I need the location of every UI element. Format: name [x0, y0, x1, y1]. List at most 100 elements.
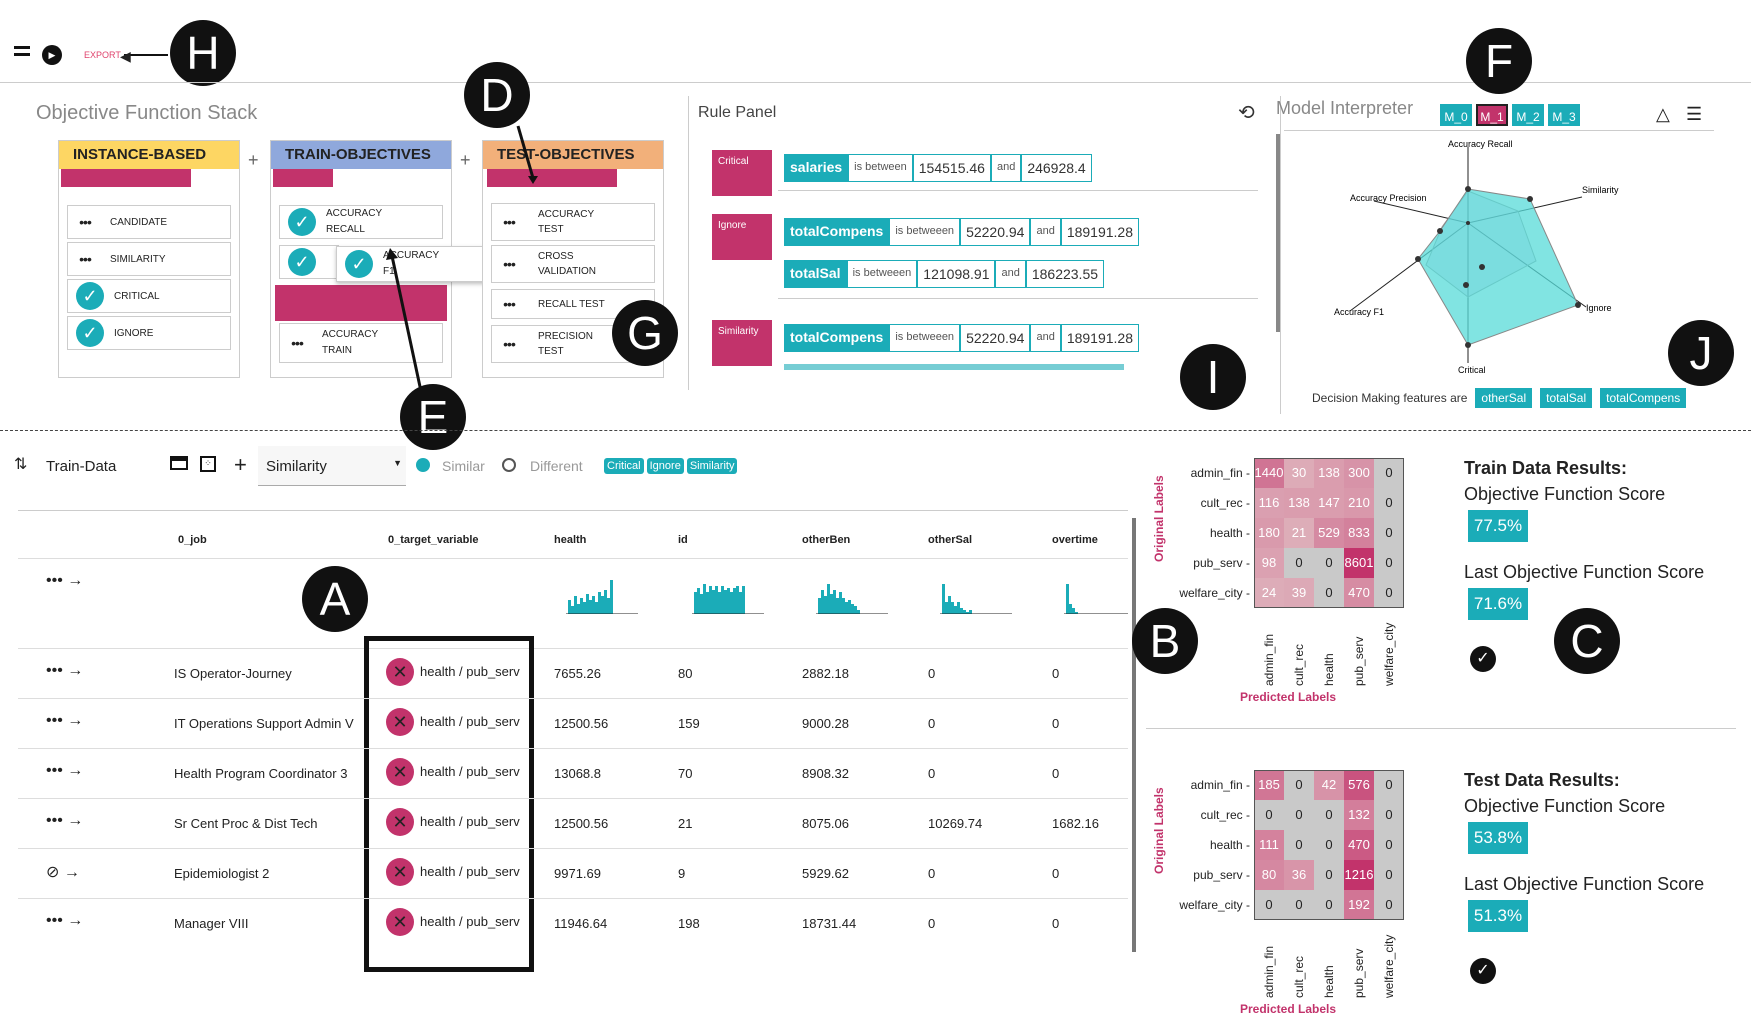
check-icon[interactable]: ✓ — [76, 282, 104, 310]
drag-handle-icon[interactable]: ••• — [503, 214, 516, 230]
drag-handle-icon[interactable]: ••• — [503, 256, 516, 272]
cm-cell[interactable]: 21 — [1284, 518, 1314, 548]
objective-accuracy-recall[interactable]: ✓ ACCURACY RECALL — [279, 205, 443, 239]
list-icon[interactable]: ☰ — [1686, 104, 1703, 124]
rule-row[interactable]: totalSal is betweeen 121098.91 and 18622… — [784, 260, 1105, 288]
cm-cell[interactable]: 138 — [1284, 488, 1314, 518]
feature-tag[interactable]: totalSal — [1540, 388, 1593, 408]
cm-cell[interactable]: 210 — [1344, 488, 1374, 518]
objective-cross-validation[interactable]: ••• CROSS VALIDATION — [491, 245, 655, 283]
rule-feature[interactable]: salaries — [784, 154, 849, 182]
row-actions[interactable]: ••• → — [46, 812, 84, 829]
cm-cell[interactable]: 111 — [1254, 830, 1284, 860]
check-icon[interactable]: ✓ — [288, 248, 316, 276]
add-icon[interactable]: + — [234, 452, 247, 477]
sort-icon[interactable]: ⇅ — [14, 456, 28, 473]
check-icon[interactable]: ✓ — [76, 319, 104, 347]
column-header-othersal[interactable]: otherSal — [928, 534, 973, 546]
check-icon[interactable]: ✓ — [288, 208, 316, 236]
cm-cell[interactable]: 185 — [1254, 770, 1284, 800]
radio-similar[interactable] — [416, 458, 430, 472]
cm-cell[interactable]: 833 — [1344, 518, 1374, 548]
rule-op[interactable]: is betweeen — [846, 260, 918, 288]
column-header-otherben[interactable]: otherBen — [802, 534, 851, 546]
feature-tag[interactable]: totalCompens — [1600, 388, 1687, 408]
radio-different[interactable] — [502, 458, 516, 472]
cm-cell[interactable]: 0 — [1374, 548, 1404, 578]
dataset-label[interactable]: Train-Data — [46, 458, 117, 475]
model-tab-m0[interactable]: M_0 — [1440, 104, 1472, 126]
cm-cell[interactable]: 470 — [1344, 578, 1374, 608]
cm-cell[interactable]: 98 — [1254, 548, 1284, 578]
cm-cell[interactable]: 0 — [1374, 770, 1404, 800]
cm-cell[interactable]: 0 — [1284, 548, 1314, 578]
objective-similarity[interactable]: ••• SIMILARITY — [67, 242, 231, 276]
cm-cell[interactable]: 0 — [1314, 578, 1344, 608]
cm-cell[interactable]: 300 — [1344, 458, 1374, 488]
column-header-overtime[interactable]: overtime — [1052, 534, 1098, 546]
cm-cell[interactable]: 0 — [1284, 830, 1314, 860]
objective-ignore[interactable]: ✓ IGNORE — [67, 316, 231, 350]
model-tab-m3[interactable]: M_3 — [1548, 104, 1580, 126]
cm-cell[interactable]: 0 — [1254, 800, 1284, 830]
cm-cell[interactable]: 0 — [1374, 518, 1404, 548]
triangle-icon[interactable]: △ — [1656, 104, 1670, 124]
column-header-id[interactable]: id — [678, 534, 688, 546]
cm-cell[interactable]: 180 — [1254, 518, 1284, 548]
row-actions[interactable]: ••• → — [46, 912, 84, 929]
rule-op[interactable]: is between — [848, 154, 913, 182]
column-header-health[interactable]: health — [554, 534, 587, 546]
cm-cell[interactable]: 147 — [1314, 488, 1344, 518]
drag-handle-icon[interactable]: ••• — [503, 296, 516, 312]
table-scrollbar[interactable] — [1132, 518, 1136, 952]
cm-cell[interactable]: 0 — [1314, 890, 1344, 920]
cm-cell[interactable]: 1440 — [1254, 458, 1284, 488]
cm-cell[interactable]: 30 — [1284, 458, 1314, 488]
rule-high[interactable]: 246928.4 — [1021, 154, 1092, 182]
row-actions[interactable]: ••• → — [46, 762, 84, 779]
dragged-objective-accuracy-f1[interactable]: ✓ ACCURACY F1 — [336, 246, 498, 282]
rule-low[interactable]: 52220.94 — [960, 218, 1031, 246]
cm-cell[interactable]: 0 — [1314, 860, 1344, 890]
rule-high[interactable]: 189191.28 — [1060, 324, 1140, 352]
grid-view-icon[interactable]: ⁘ — [200, 456, 216, 472]
cm-cell[interactable]: 192 — [1344, 890, 1374, 920]
drag-handle-icon[interactable]: ••• — [503, 336, 516, 352]
cm-cell[interactable]: 0 — [1314, 800, 1344, 830]
cm-cell[interactable]: 0 — [1374, 830, 1404, 860]
cm-cell[interactable]: 0 — [1314, 830, 1344, 860]
metric-select[interactable]: Similarity ▼ — [258, 446, 406, 486]
feature-tag[interactable]: otherSal — [1475, 388, 1533, 408]
rule-row[interactable]: totalCompens is betweeen 52220.94 and 18… — [784, 324, 1140, 352]
cm-cell[interactable]: 0 — [1374, 860, 1404, 890]
check-icon[interactable]: ✓ — [345, 250, 373, 278]
rule-low[interactable]: 154515.46 — [912, 154, 991, 182]
filter-tag-similarity[interactable]: Similarity — [686, 458, 738, 474]
filter-tag-ignore[interactable]: Ignore — [646, 458, 684, 474]
filter-tag-critical[interactable]: Critical — [604, 458, 644, 474]
rule-low[interactable]: 52220.94 — [960, 324, 1031, 352]
row-actions[interactable]: ••• → — [46, 662, 84, 679]
card-view-icon[interactable] — [170, 456, 188, 470]
row-actions[interactable]: ⊘ → — [46, 864, 80, 881]
cm-cell[interactable]: 0 — [1254, 890, 1284, 920]
objective-accuracy-test[interactable]: ••• ACCURACY TEST — [491, 203, 655, 241]
menu-icon[interactable] — [14, 46, 30, 56]
rule-high[interactable]: 189191.28 — [1060, 218, 1140, 246]
cm-cell[interactable]: 576 — [1344, 770, 1374, 800]
cm-cell[interactable]: 0 — [1284, 890, 1314, 920]
cm-cell[interactable]: 24 — [1254, 578, 1284, 608]
cm-cell[interactable]: 0 — [1314, 548, 1344, 578]
model-tab-m1[interactable]: M_1 — [1476, 104, 1508, 126]
rule-tag-similarity[interactable]: Similarity — [712, 320, 772, 366]
rule-row[interactable]: salaries is between 154515.46 and 246928… — [784, 154, 1092, 182]
rule-row[interactable]: totalCompens is betweeen 52220.94 and 18… — [784, 218, 1140, 246]
cm-cell[interactable]: 0 — [1374, 458, 1404, 488]
reset-icon[interactable]: ⟲ — [1238, 102, 1255, 124]
rule-tag-critical[interactable]: Critical — [712, 150, 772, 196]
objective-candidate[interactable]: ••• CANDIDATE — [67, 205, 231, 239]
rule-tag-ignore[interactable]: Ignore — [712, 214, 772, 260]
column-header-job[interactable]: 0_job — [178, 534, 207, 546]
cm-cell[interactable]: 1216 — [1344, 860, 1374, 890]
export-button[interactable]: EXPORT — [84, 50, 121, 60]
